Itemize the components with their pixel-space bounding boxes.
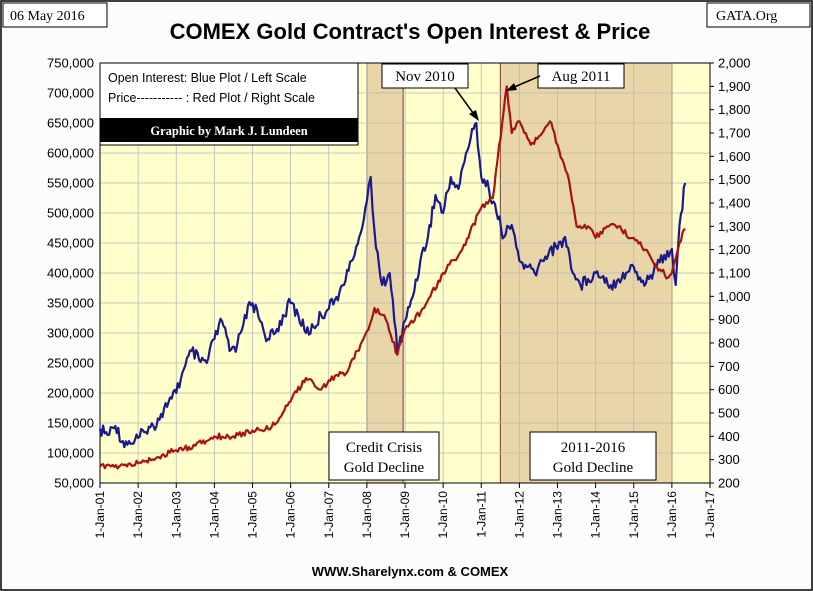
nov-2010-label: Nov 2010 [395,69,455,85]
right-tick-label: 900 [718,312,740,327]
legend-line-1: Open Interest: Blue Plot / Left Scale [108,71,307,85]
corner-label: GATA.Org [716,9,777,24]
date-box [2,2,108,28]
right-tick-label: 700 [718,359,740,374]
x-tick-label: 1-Jan-15 [627,491,641,539]
decline-2011-line-1: 2011-2016 [561,440,626,456]
decline-2011-line-2: Gold Decline [553,460,634,476]
x-tick-label: 1-Jan-14 [589,491,603,539]
credit-banner [100,118,358,142]
legend-line-2: Price----------- : Red Plot / Right Scal… [108,91,315,105]
nov-2010-arrowhead [469,110,479,121]
right-tick-label: 300 [718,452,740,467]
x-tick-label: 1-Jan-11 [474,491,488,538]
corner-box [706,2,811,28]
right-tick-label: 1,500 [718,172,751,187]
x-tick-label: 1-Jan-03 [169,491,183,539]
decline-2011-box [529,431,657,481]
x-tick-label: 1-Jan-07 [322,491,336,539]
left-tick-label: 650,000 [47,116,94,131]
credit-crisis-line-2: Gold Decline [344,460,425,476]
series-line-open-interest [98,121,687,449]
right-tick-label: 600 [718,382,740,397]
right-tick-label: 1,200 [718,242,751,257]
series-line-price [99,85,686,470]
aug-2011-label: Aug 2011 [551,69,610,85]
right-tick-label: 400 [718,429,740,444]
right-tick-label: 1,700 [718,126,751,141]
right-tick-label: 1,600 [718,149,751,164]
left-tick-label: 150,000 [47,416,94,431]
x-tick-label: 1-Jan-13 [551,491,565,539]
left-tick-label: 450,000 [47,236,94,251]
right-tick-label: 800 [718,336,740,351]
x-axis-ticks: 1-Jan-01 1-Jan-02 1-Jan-03 1-Jan-04 1-Jan-05… [93,483,717,538]
right-tick-label: 1,100 [718,266,751,281]
right-tick-label: 500 [718,406,740,421]
left-tick-label: 100,000 [47,446,94,461]
right-tick-label: 2,000 [718,56,751,71]
series-lines [98,85,687,470]
left-tick-label: 300,000 [47,326,94,341]
right-tick-label: 1,300 [718,219,751,234]
right-axis-ticks: 200 300 400 500 600 700 800 900 1,000 1,100 1,200 1… [710,56,751,491]
nov-2010-box [381,63,469,89]
x-tick-label: 1-Jan-12 [512,491,526,539]
left-tick-label: 200,000 [47,386,94,401]
credit-crisis-line-1: Credit Crisis [346,440,422,456]
source-label: WWW.Sharelynx.com & COMEX [312,564,509,579]
left-tick-label: 350,000 [47,296,94,311]
left-tick-label: 500,000 [47,206,94,221]
aug-2011-arrowhead [506,83,517,91]
left-tick-label: 600,000 [47,146,94,161]
aug-2011-box [537,63,625,89]
left-tick-label: 700,000 [47,86,94,101]
left-axis-ticks: 50,000 100,000 150,000 200,000 250,000 300,00… [47,56,94,491]
left-tick-label: 550,000 [47,176,94,191]
x-tick-label: 1-Jan-16 [665,491,679,539]
right-tick-label: 1,800 [718,102,751,117]
chart-title: COMEX Gold Contract's Open Interest & Pr… [170,19,651,44]
x-tick-label: 1-Jan-09 [398,491,412,539]
right-tick-label: 1,400 [718,196,751,211]
x-tick-label: 1-Jan-06 [284,491,298,539]
right-tick-label: 1,900 [718,79,751,94]
x-tick-label: 1-Jan-05 [246,491,260,539]
left-tick-label: 400,000 [47,266,94,281]
left-tick-label: 750,000 [47,56,94,71]
credit-text: Graphic by Mark J. Lundeen [150,124,307,138]
x-tick-label: 1-Jan-04 [207,491,221,539]
left-tick-label: 50,000 [54,476,94,491]
credit-crisis-box [328,431,440,481]
x-tick-label: 1-Jan-02 [131,491,145,539]
x-tick-label: 1-Jan-08 [360,491,374,539]
aug-2011-arrow [511,75,541,89]
x-tick-label: 1-Jan-17 [703,491,717,539]
x-tick-label: 1-Jan-10 [436,491,450,539]
x-tick-label: 1-Jan-01 [93,491,107,539]
right-tick-label: 200 [718,476,740,491]
right-tick-label: 1,000 [718,289,751,304]
left-tick-label: 250,000 [47,356,94,371]
date-label: 06 May 2016 [10,9,85,24]
